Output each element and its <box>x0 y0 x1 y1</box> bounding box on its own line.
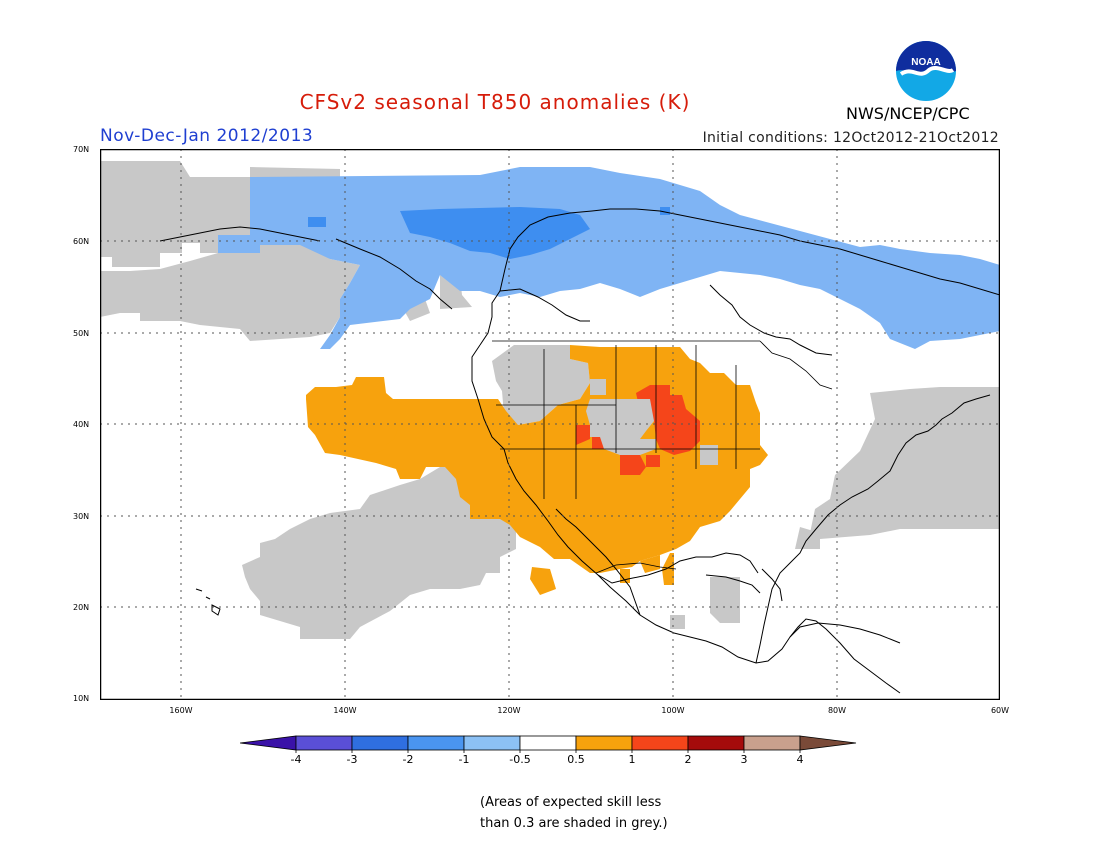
strong-cool-regions <box>308 207 670 259</box>
anomaly-map <box>100 149 1000 700</box>
skill-note-line-1: (Areas of expected skill less <box>480 795 662 810</box>
colorbar-label: 2 <box>684 753 692 766</box>
colorbar-label: -3 <box>346 753 358 766</box>
lon-label-100w: 100W <box>661 706 685 715</box>
lat-label-70n: 70N <box>73 145 90 154</box>
colorbar-cell <box>463 735 521 751</box>
lon-label-80w: 80W <box>827 706 847 715</box>
noaa-logo: NOAA <box>896 41 956 101</box>
colorbar-cell <box>575 735 633 751</box>
colorbar-label: 1 <box>628 753 636 766</box>
colorbar-cell <box>687 735 745 751</box>
colorbar-arrow-high <box>799 735 857 751</box>
lon-label-140w: 140W <box>333 706 357 715</box>
colorbar-label: -0.5 <box>509 753 531 766</box>
low-skill-inner-regions <box>586 379 718 465</box>
agency-label: NWS/NCEP/CPC <box>846 104 970 123</box>
strong-warm-regions <box>576 385 700 475</box>
colorbar-label: 0.5 <box>567 753 585 766</box>
coastlines <box>159 208 1000 694</box>
lat-label-60n: 60N <box>73 237 90 246</box>
colorbar-cell <box>351 735 409 751</box>
forecast-period: Nov-Dec-Jan 2012/2013 <box>100 126 314 146</box>
skill-note: (Areas of expected skill less than 0.3 a… <box>480 792 668 834</box>
lat-label-30n: 30N <box>73 512 90 521</box>
colorbar-label: 4 <box>796 753 804 766</box>
lon-label-120w: 120W <box>497 706 521 715</box>
political-borders <box>492 340 833 574</box>
hawaii-islands <box>195 588 221 616</box>
lat-label-40n: 40N <box>73 420 90 429</box>
colorbar-cell <box>407 735 465 751</box>
colorbar-label: -1 <box>458 753 470 766</box>
graticule <box>100 149 1000 700</box>
colorbar-label: -2 <box>402 753 414 766</box>
colorbar-label: 3 <box>740 753 748 766</box>
colorbar-cell <box>295 735 353 751</box>
lat-label-50n: 50N <box>73 329 90 338</box>
lon-label-160w: 160W <box>169 706 193 715</box>
colorbar-cell <box>631 735 689 751</box>
initial-conditions: Initial conditions: 12Oct2012-21Oct2012 <box>702 130 999 146</box>
colorbar <box>240 735 857 753</box>
lat-label-10n: 10N <box>73 694 90 703</box>
lat-label-20n: 20N <box>73 603 90 612</box>
noaa-logo-text: NOAA <box>911 57 940 68</box>
colorbar-arrow-low <box>240 735 297 751</box>
colorbar-label: -4 <box>290 753 302 766</box>
colorbar-cell <box>519 735 577 751</box>
colorbar-cells <box>240 735 857 753</box>
map-title: CFSv2 seasonal T850 anomalies (K) <box>299 90 691 114</box>
lon-label-60w: 60W <box>990 706 1010 715</box>
skill-note-line-2: than 0.3 are shaded in grey.) <box>480 816 668 831</box>
colorbar-cell <box>743 735 801 751</box>
